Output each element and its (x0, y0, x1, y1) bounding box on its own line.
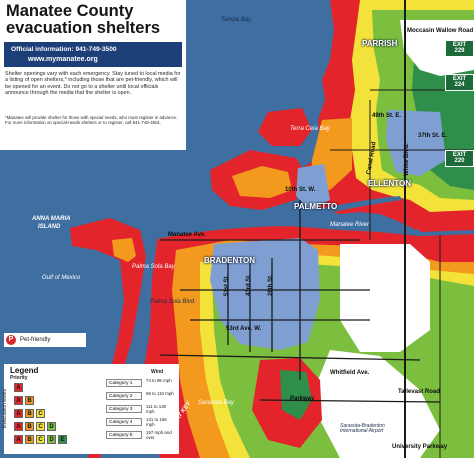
exit-224: EXIT 224 (445, 74, 474, 91)
legend-priority-label: Priority (10, 375, 28, 381)
category-wind: 96 to 110 mph (146, 391, 174, 396)
special-needs-note: *Manatee will provide shelter for those … (5, 115, 178, 126)
palmetto-blue (296, 164, 330, 210)
page-title: Manatee County evacuation shelters (6, 3, 160, 37)
label-terra-ceia-bay: Terra Ceia Bay (290, 126, 330, 132)
category-row: Category 2 96 to 110 mph (106, 390, 174, 402)
label-sarasota-bay: Sarasota Bay (198, 400, 235, 406)
label-tampa-bay: Tampa Bay (221, 17, 252, 23)
label-palma-sola-bay: Palma Sola Bay (132, 264, 175, 270)
legend-title: Legend (10, 366, 39, 375)
label-gulf: Gulf of Mexico (42, 275, 81, 281)
label-49th-st: 49th St. E. (372, 113, 402, 119)
label-manatee-ave: Manatee Ave. (168, 232, 206, 238)
manatee-river (150, 217, 420, 240)
legend-level-e: E (58, 435, 67, 444)
label-ellenton: ELLENTON (368, 179, 411, 188)
pet-friendly-label: Pet-friendly (20, 337, 51, 343)
terra-ceia (258, 108, 312, 146)
wind-header: Wind (151, 369, 164, 375)
label-white-blvd: White Blvd. (404, 143, 410, 176)
label-parrish: PARRISH (362, 39, 398, 48)
header-panel: Manatee County evacuation shelters Offic… (0, 0, 186, 150)
east-white-2 (318, 350, 440, 458)
legend-level-a: A (14, 435, 23, 444)
exit-220: EXIT 220 (445, 150, 474, 167)
legend-level-b: B (25, 396, 34, 405)
shelter-note: Shelter openings vary with each emergenc… (5, 71, 181, 97)
label-palma-sola-blvd: Palma Sola Blvd. (150, 299, 196, 305)
category-wind: 131 to 156 mph (146, 417, 167, 427)
label-51st-st: 51st St. (224, 274, 230, 296)
pet-friendly-key: P Pet-friendly (4, 333, 86, 347)
legend-level-c: C (36, 435, 45, 444)
legend-level-a: A (14, 383, 23, 392)
category-row: Category 4 131 to 156 mph (106, 416, 174, 428)
south-dkgreen (280, 370, 312, 420)
roads (159, 200, 441, 403)
legend-level-a: A (14, 422, 23, 431)
label-whitfield: Whitfield Ave. (330, 370, 370, 376)
east-white (340, 244, 430, 352)
exit-229: EXIT 229 (445, 40, 474, 57)
category-name: Category 1 (106, 379, 142, 387)
label-manatee-river: Manatee River (330, 222, 370, 228)
category-row: Category 3 111 to 130 mph (106, 403, 174, 415)
label-parkway: Parkway (290, 396, 315, 402)
legend-level-b: B (25, 409, 34, 418)
north-blue (386, 110, 446, 176)
legend-level-b: B (25, 422, 34, 431)
legend-level-c: C (36, 422, 45, 431)
snead-orange (232, 166, 292, 198)
label-island: ISLAND (38, 224, 61, 230)
info-bar: Official information: 941-749-3500 www.m… (4, 42, 182, 67)
paw-icon: P (6, 335, 16, 345)
category-name: Category 5 (106, 431, 142, 439)
legend-level-a: A (14, 409, 23, 418)
anna-maria-orange (112, 238, 136, 262)
legend-level-b: B (25, 435, 34, 444)
label-bradenton: BRADENTON (204, 256, 255, 265)
category-wind: 157 mph and over (146, 430, 172, 440)
category-wind: 74 to 95 mph (146, 378, 172, 383)
category-row: Category 1 74 to 95 mph (106, 377, 174, 389)
category-name: Category 2 (106, 392, 142, 400)
website-link[interactable]: www.mymanatee.org (28, 56, 98, 63)
official-info: Official information: 941-749-3500 (11, 46, 117, 53)
label-43rd-st: 43rd St. (246, 273, 252, 296)
label-airport: Sarasota-Bradenton International Airport (340, 423, 385, 434)
north-white (400, 20, 474, 76)
legend-level-c: C (36, 409, 45, 418)
category-wind: 111 to 130 mph (146, 404, 167, 414)
label-26th-st: 26th St. (268, 274, 274, 296)
title-line-1: Manatee County (6, 2, 134, 20)
label-tallevast: Tallevast Road (398, 389, 440, 395)
legend-level-d: D (47, 435, 56, 444)
label-53rd-ave: 53rd Ave. W. (226, 326, 262, 332)
label-37th-st: 37th St. E. (418, 133, 448, 139)
legend-level-d: D (47, 422, 56, 431)
category-row: Category 5 157 mph and over (106, 429, 174, 441)
label-10th-st: 10th St. W. (285, 187, 316, 193)
legend-level-a: A (14, 396, 23, 405)
label-university: University Parkway (392, 444, 448, 450)
category-name: Category 4 (106, 418, 142, 426)
title-line-2: evacuation shelters (6, 19, 161, 37)
label-palmetto: PALMETTO (294, 202, 338, 211)
legend-side-label: Evacuation levels (2, 389, 8, 428)
label-anna-maria: ANNA MARIA (32, 216, 71, 222)
south-blue (210, 238, 320, 350)
anna-maria (70, 218, 146, 458)
label-moccasin-wallow: Moccasin Wallow Road (407, 28, 474, 34)
category-name: Category 3 (106, 405, 142, 413)
creek (300, 196, 402, 220)
